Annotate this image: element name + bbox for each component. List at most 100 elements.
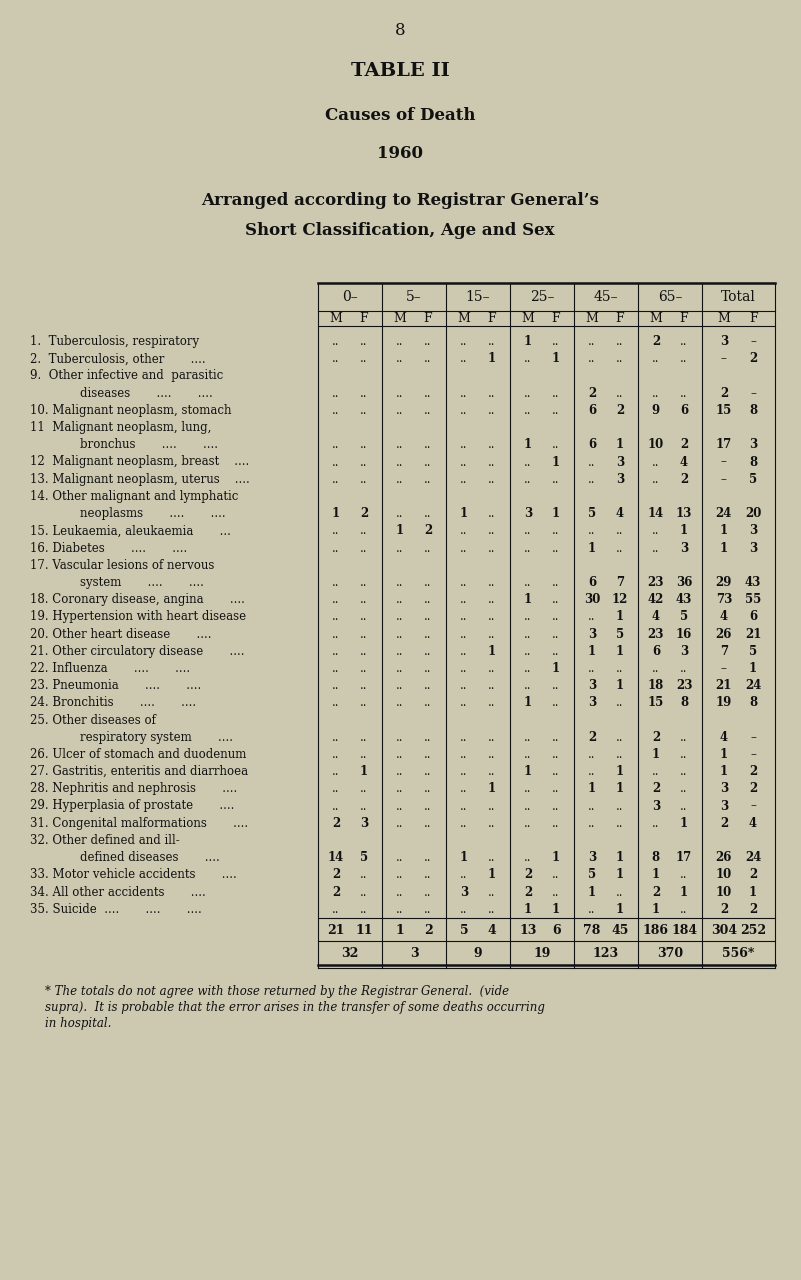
Text: ..: ..: [553, 765, 560, 778]
Text: ..: ..: [588, 800, 596, 813]
Text: 2: 2: [749, 765, 757, 778]
Text: ..: ..: [460, 662, 468, 675]
Text: ..: ..: [524, 800, 532, 813]
Text: ..: ..: [489, 525, 496, 538]
Text: 5: 5: [588, 507, 596, 520]
Text: 1: 1: [616, 645, 624, 658]
Text: 1: 1: [588, 645, 596, 658]
Text: ..: ..: [360, 627, 368, 640]
Text: 3: 3: [460, 886, 468, 899]
Text: ..: ..: [553, 800, 560, 813]
Text: ..: ..: [396, 731, 404, 744]
Text: ..: ..: [489, 611, 496, 623]
Text: ..: ..: [332, 541, 340, 554]
Text: ..: ..: [332, 645, 340, 658]
Text: ..: ..: [425, 507, 432, 520]
Text: 304: 304: [710, 924, 737, 937]
Text: 32. Other defined and ill-: 32. Other defined and ill-: [30, 833, 179, 847]
Text: ..: ..: [588, 662, 596, 675]
Text: 1: 1: [552, 352, 560, 365]
Text: 29. Hyperplasia of prostate       ....: 29. Hyperplasia of prostate ....: [30, 800, 235, 813]
Text: 6: 6: [588, 438, 596, 452]
Text: ..: ..: [360, 886, 368, 899]
Text: 25–: 25–: [529, 291, 554, 303]
Text: 2: 2: [680, 438, 688, 452]
Text: 2: 2: [524, 886, 532, 899]
Text: 1: 1: [616, 611, 624, 623]
Text: ..: ..: [489, 438, 496, 452]
Text: ..: ..: [489, 902, 496, 915]
Text: –: –: [721, 456, 727, 468]
Text: ..: ..: [425, 851, 432, 864]
Text: Causes of Death: Causes of Death: [324, 108, 475, 124]
Text: ..: ..: [460, 765, 468, 778]
Text: ..: ..: [616, 387, 624, 399]
Text: ..: ..: [396, 352, 404, 365]
Text: 19: 19: [533, 947, 551, 960]
Text: ..: ..: [396, 456, 404, 468]
Text: 1: 1: [588, 886, 596, 899]
Text: ..: ..: [680, 352, 688, 365]
Text: ..: ..: [332, 731, 340, 744]
Text: 9.  Other infective and  parasitic: 9. Other infective and parasitic: [30, 370, 223, 383]
Text: 5: 5: [749, 645, 757, 658]
Text: TABLE II: TABLE II: [351, 61, 449, 79]
Text: ..: ..: [460, 748, 468, 760]
Text: ..: ..: [460, 782, 468, 795]
Text: ..: ..: [524, 782, 532, 795]
Text: ..: ..: [616, 731, 624, 744]
Text: 21: 21: [327, 924, 344, 937]
Text: ..: ..: [425, 680, 432, 692]
Text: 370: 370: [657, 947, 683, 960]
Text: ..: ..: [425, 696, 432, 709]
Text: 42: 42: [648, 593, 664, 607]
Text: ..: ..: [553, 335, 560, 348]
Text: 0–: 0–: [342, 291, 358, 303]
Text: ..: ..: [396, 387, 404, 399]
Text: F: F: [749, 311, 758, 325]
Text: ..: ..: [332, 387, 340, 399]
Text: ..: ..: [489, 731, 496, 744]
Text: ..: ..: [588, 525, 596, 538]
Text: ..: ..: [680, 387, 688, 399]
Text: ..: ..: [425, 404, 432, 417]
Text: 10. Malignant neoplasm, stomach: 10. Malignant neoplasm, stomach: [30, 404, 231, 417]
Text: 252: 252: [740, 924, 767, 937]
Text: ..: ..: [680, 868, 688, 882]
Text: 5: 5: [680, 611, 688, 623]
Text: bronchus       ....       ....: bronchus .... ....: [50, 438, 218, 452]
Text: 9: 9: [652, 404, 660, 417]
Text: 2: 2: [720, 902, 728, 915]
Text: system       ....       ....: system .... ....: [50, 576, 204, 589]
Text: 3: 3: [720, 335, 728, 348]
Text: 2: 2: [749, 782, 757, 795]
Text: 2: 2: [749, 352, 757, 365]
Text: ..: ..: [425, 456, 432, 468]
Text: 1: 1: [720, 525, 728, 538]
Text: ..: ..: [460, 645, 468, 658]
Text: ..: ..: [460, 525, 468, 538]
Text: M: M: [650, 311, 662, 325]
Text: 1: 1: [460, 507, 468, 520]
Text: respiratory system       ....: respiratory system ....: [50, 731, 233, 744]
Text: 2: 2: [332, 868, 340, 882]
Text: ..: ..: [652, 765, 660, 778]
Text: ..: ..: [396, 576, 404, 589]
Text: 25. Other diseases of: 25. Other diseases of: [30, 713, 156, 727]
Text: 3: 3: [524, 507, 532, 520]
Text: 8: 8: [749, 404, 757, 417]
Text: 5: 5: [616, 627, 624, 640]
Text: 5: 5: [749, 472, 757, 485]
Text: ..: ..: [553, 748, 560, 760]
Text: –: –: [751, 748, 756, 760]
Text: 24. Bronchitis       ....       ....: 24. Bronchitis .... ....: [30, 696, 196, 709]
Text: ..: ..: [396, 404, 404, 417]
Text: 2: 2: [652, 731, 660, 744]
Text: ..: ..: [553, 611, 560, 623]
Text: 1: 1: [616, 782, 624, 795]
Text: 13: 13: [676, 507, 692, 520]
Text: Arranged according to Registrar General’s: Arranged according to Registrar General’…: [201, 192, 599, 209]
Text: 78: 78: [583, 924, 601, 937]
Text: ..: ..: [396, 662, 404, 675]
Text: 1.  Tuberculosis, respiratory: 1. Tuberculosis, respiratory: [30, 335, 199, 348]
